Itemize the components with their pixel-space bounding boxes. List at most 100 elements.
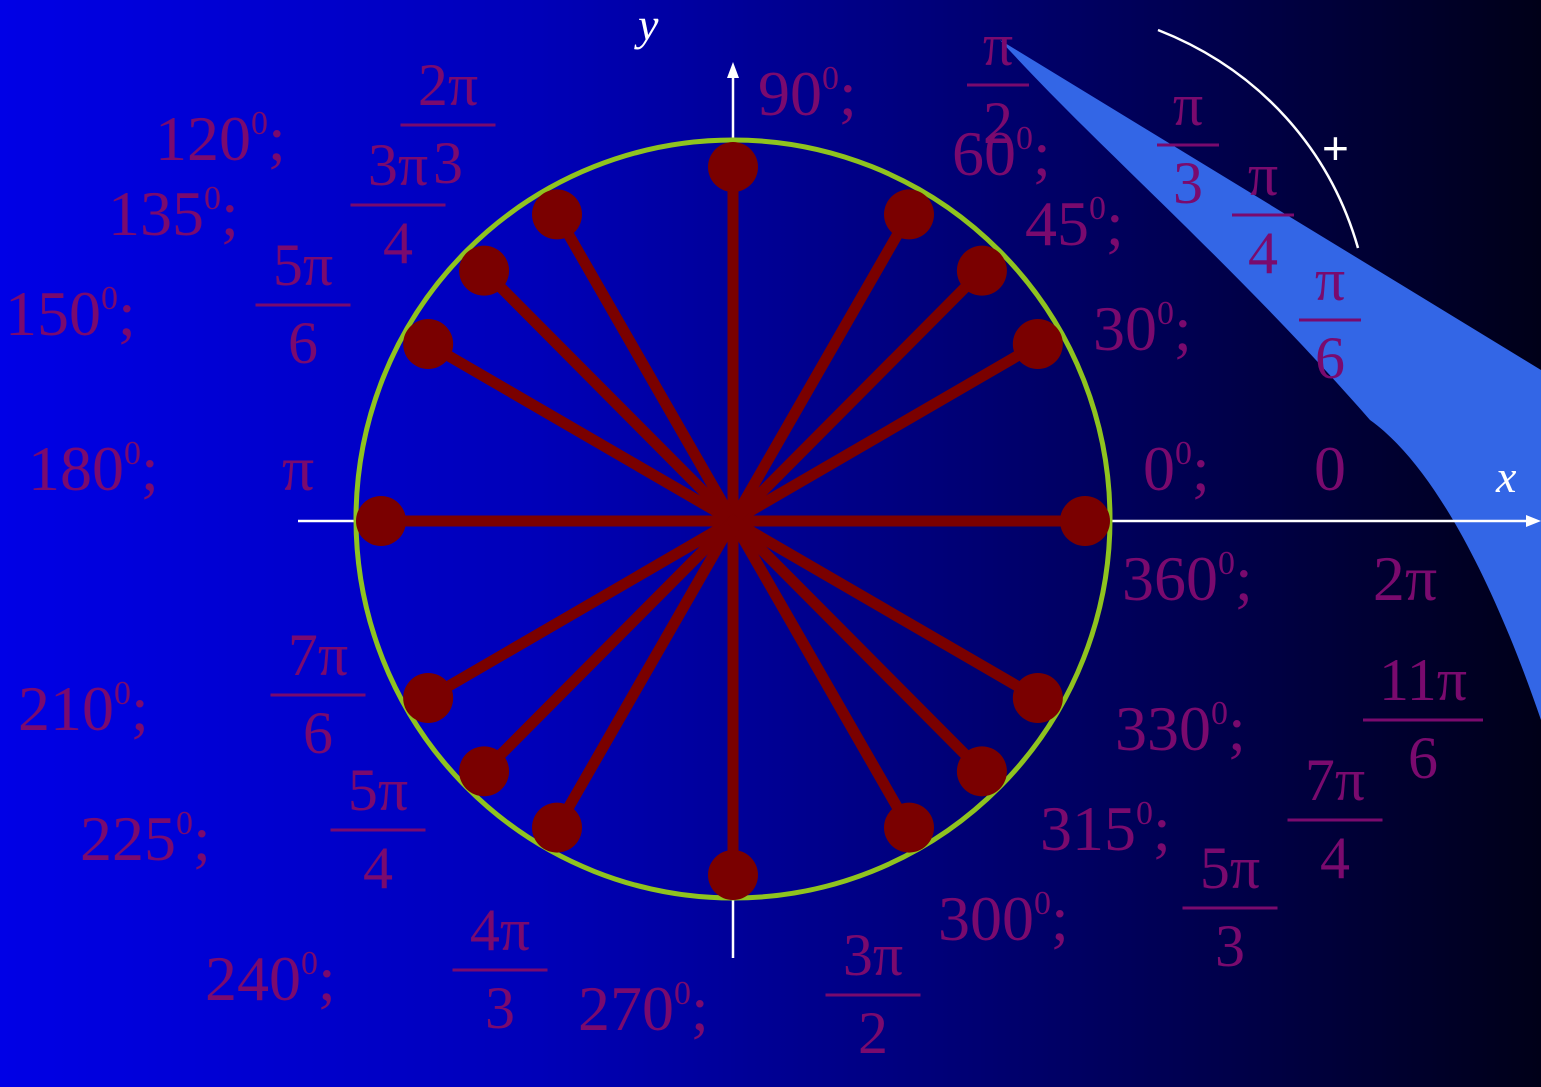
angle-label-30: 300; π 6 [1093, 247, 1361, 391]
radian-label-0: 0 [1314, 433, 1346, 504]
radian-denominator-45: 4 [1248, 220, 1278, 286]
radian-denominator-30: 6 [1315, 325, 1345, 391]
radian-label-360: 2π [1373, 543, 1437, 614]
angle-label-90: 900; π 2 [758, 12, 1029, 156]
radian-numerator-225: 5π [348, 757, 408, 823]
degree-label-120: 1200; [155, 103, 286, 174]
radius-line-45 [727, 265, 988, 527]
degree-label-0: 00; [1143, 433, 1210, 504]
degree-label-240: 2400; [205, 943, 336, 1014]
radius-line-300 [727, 515, 915, 834]
positive-direction-plus: + [1322, 122, 1349, 174]
angle-label-240: 2400; 4π 3 [205, 897, 548, 1041]
angle-labels: 00; 0300;π6450;π4600;π3900;π21200;2π31350… [5, 12, 1483, 1066]
angle-label-330: 3300; 11π 6 [1115, 647, 1483, 791]
degree-label-30: 300; [1093, 293, 1192, 364]
angle-point-210 [403, 673, 454, 723]
angle-label-180: 1800; π [28, 433, 314, 504]
angle-point-240 [532, 802, 582, 853]
angle-point-135 [459, 245, 510, 296]
radius-line-330 [727, 515, 1044, 704]
angle-point-225 [459, 746, 510, 797]
degree-label-300: 3000; [938, 883, 1069, 954]
radian-numerator-120: 2π [418, 52, 478, 118]
angle-label-60: 600; π 3 [952, 72, 1219, 216]
angle-label-270: 2700; 3π 2 [578, 922, 921, 1066]
radian-numerator-45: π [1248, 142, 1278, 208]
angle-label-135: 1350; 3π 4 [108, 132, 446, 276]
angle-point-300 [884, 802, 934, 853]
radian-numerator-300: 5π [1200, 835, 1260, 901]
degree-label-90: 900; [758, 58, 857, 129]
light-blue-wedge [1000, 40, 1541, 720]
radian-numerator-315: 7π [1305, 747, 1365, 813]
angle-label-210: 2100; 7π 6 [18, 622, 366, 766]
angle-point-150 [403, 319, 454, 369]
angle-label-45: 450; π 4 [1025, 142, 1294, 286]
degree-label-225: 2250; [80, 803, 211, 874]
radian-denominator-330: 6 [1408, 725, 1438, 791]
radius-line-240 [551, 515, 739, 834]
radian-denominator-150: 6 [288, 310, 318, 376]
degree-label-210: 2100; [18, 673, 149, 744]
y-axis-arrow-icon [727, 62, 739, 78]
radian-numerator-150: 5π [273, 232, 333, 298]
angle-point-90 [708, 142, 758, 192]
degree-label-360: 3600; [1122, 543, 1253, 614]
radian-denominator-60: 3 [1173, 150, 1203, 216]
radius-line-135 [478, 265, 739, 527]
positive-direction-arc [1157, 28, 1360, 249]
angle-label-360: 3600; 2π [1122, 543, 1437, 614]
degree-label-330: 3300; [1115, 693, 1246, 764]
degree-label-60: 600; [952, 118, 1051, 189]
radian-numerator-210: 7π [288, 622, 348, 688]
radian-denominator-225: 4 [363, 835, 393, 901]
radius-line-60 [727, 208, 915, 527]
radian-numerator-135: 3π [368, 132, 428, 198]
degree-label-150: 1500; [5, 278, 136, 349]
angle-point-45 [956, 245, 1007, 296]
radian-numerator-330: 11π [1379, 647, 1467, 713]
angle-point-120 [532, 189, 582, 240]
degree-label-45: 450; [1025, 188, 1124, 259]
angle-point-330 [1012, 673, 1063, 723]
angle-point-315 [956, 746, 1007, 797]
angle-point-60 [884, 189, 934, 240]
radius-lines [356, 142, 1110, 900]
angle-label-315: 3150; 7π 4 [1040, 747, 1383, 891]
radian-numerator-60: π [1173, 72, 1203, 138]
x-axis-arrow-icon [1526, 515, 1541, 527]
degree-label-270: 2700; [578, 973, 709, 1044]
radian-numerator-270: 3π [843, 922, 903, 988]
radian-numerator-240: 4π [470, 897, 530, 963]
y-axis-label: y [634, 0, 659, 50]
degree-label-315: 3150; [1040, 793, 1171, 864]
angle-point-180 [356, 496, 406, 546]
radius-line-315 [727, 515, 988, 777]
radian-denominator-120: 3 [433, 130, 463, 196]
angle-point-270 [708, 850, 758, 900]
degree-label-135: 1350; [108, 178, 239, 249]
degree-label-180: 1800; [28, 433, 159, 504]
radian-denominator-315: 4 [1320, 825, 1350, 891]
radian-denominator-90: 2 [983, 90, 1013, 156]
angle-label-300: 3000; 5π 3 [938, 835, 1278, 979]
angle-point-30 [1012, 319, 1063, 369]
radian-numerator-90: π [983, 12, 1013, 78]
radius-line-150 [422, 338, 739, 527]
radius-line-120 [551, 208, 739, 527]
radius-line-225 [478, 515, 739, 777]
radian-denominator-210: 6 [303, 700, 333, 766]
radius-line-210 [422, 515, 739, 704]
radian-label-180: π [282, 433, 314, 504]
radian-denominator-240: 3 [485, 975, 515, 1041]
radius-line-30 [727, 338, 1044, 527]
angle-point-0 [1060, 496, 1110, 546]
radian-numerator-30: π [1315, 247, 1345, 313]
angle-label-120: 1200; 2π 3 [155, 52, 496, 196]
x-axis-label: x [1495, 451, 1517, 502]
radian-denominator-135: 4 [383, 210, 413, 276]
angle-label-150: 1500; 5π 6 [5, 232, 351, 376]
radian-denominator-270: 2 [858, 1000, 888, 1066]
